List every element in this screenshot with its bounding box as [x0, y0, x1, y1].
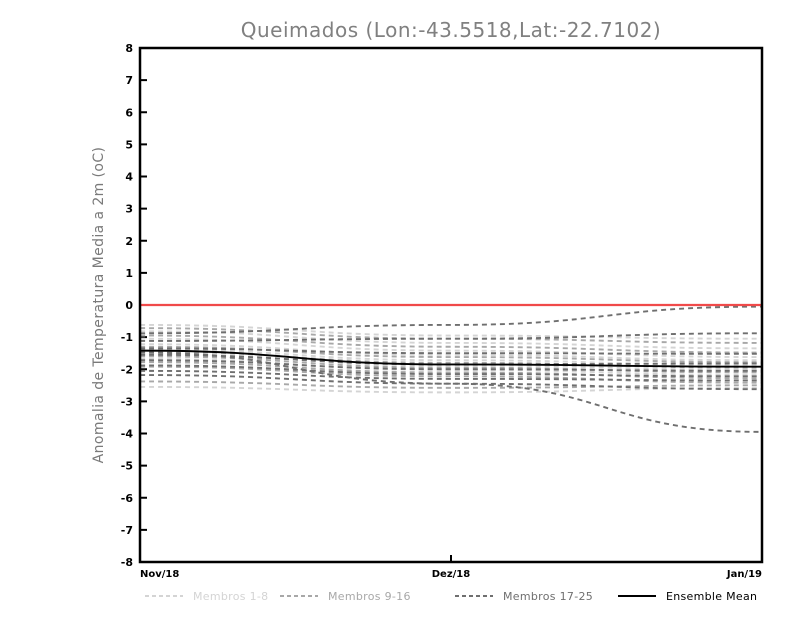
y-tick-label: 5 [125, 138, 133, 151]
ensemble-series [139, 305, 763, 433]
member-line [139, 380, 763, 389]
y-tick-label: -3 [121, 395, 133, 408]
plot-frame [138, 46, 764, 564]
member-line [139, 365, 763, 384]
y-tick-label: 6 [125, 106, 133, 119]
y-tick-label: 4 [125, 171, 133, 184]
x-tick-label: Dez/18 [432, 569, 471, 580]
x-tick-label: Jan/19 [726, 569, 762, 580]
member-line [139, 353, 763, 366]
y-tick-label: 7 [125, 74, 133, 87]
y-tick-label: 3 [125, 203, 133, 216]
y-tick-label: 1 [125, 267, 133, 280]
chart-title: Queimados (Lon:-43.5518,Lat:-22.7102) [241, 18, 661, 42]
y-tick-label: -4 [121, 428, 134, 441]
member-line [139, 361, 763, 380]
y-axis-label: Anomalia de Temperatura Media a 2m (oC) [91, 147, 107, 464]
member-line [139, 323, 763, 340]
member-line [139, 347, 763, 355]
member-line [139, 337, 763, 358]
y-tick-label: -7 [121, 524, 133, 537]
legend-label: Membros 9-16 [328, 590, 411, 603]
member-line [139, 351, 763, 433]
member-line [139, 369, 763, 382]
y-tick-label: -6 [121, 492, 134, 505]
member-line [139, 330, 763, 350]
member-line [139, 332, 763, 342]
y-tick-label: 0 [125, 299, 133, 312]
y-tick-label: 8 [125, 42, 133, 55]
legend-label: Ensemble Mean [666, 590, 757, 603]
member-line [139, 305, 763, 335]
member-line [139, 348, 763, 367]
chart-legend: Membros 1-8 Membros 9-16 Membros 17-25 Ense… [145, 590, 757, 603]
ensemble-mean-line [139, 349, 763, 368]
member-line [139, 334, 763, 354]
x-axis-ticks: Nov/18 Dez/18 Jan/19 [139, 555, 763, 580]
y-tick-label: -8 [121, 556, 133, 569]
y-tick-label: 2 [125, 235, 133, 248]
y-tick-label: -5 [121, 460, 133, 473]
member-line [139, 385, 763, 394]
legend-label: Membros 1-8 [193, 590, 268, 603]
member-line [139, 359, 763, 372]
x-tick-label: Nov/18 [140, 569, 179, 580]
y-tick-label: -2 [121, 363, 133, 376]
legend-label: Membros 17-25 [503, 590, 593, 603]
member-line [139, 343, 763, 362]
member-line [139, 364, 763, 378]
member-line [139, 374, 763, 391]
y-tick-label: -1 [121, 331, 133, 344]
